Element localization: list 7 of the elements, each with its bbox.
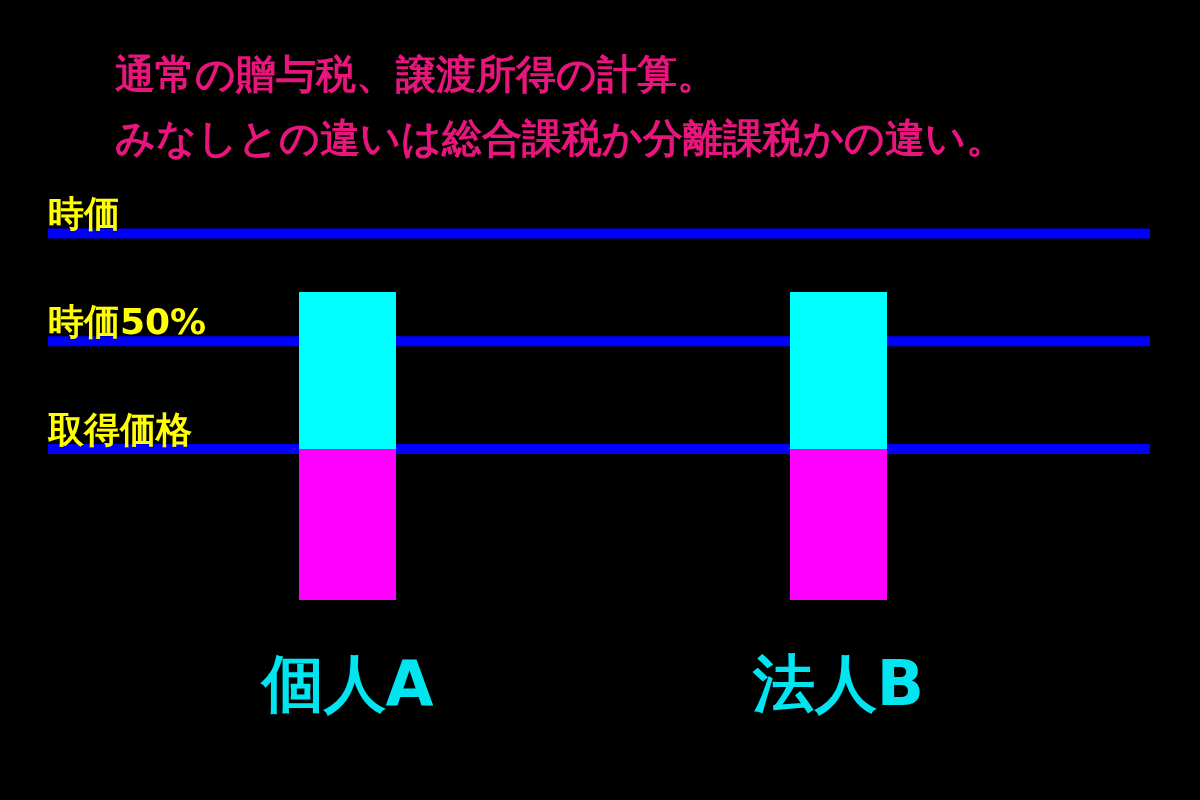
ref-line-label: 時価50% xyxy=(48,301,207,343)
x-tick-label: 個人A xyxy=(259,647,434,720)
ref-line-label: 時価 xyxy=(48,193,120,235)
chart-subtitle: みなしとの違いは総合課税か分離課税かの違い。 xyxy=(115,115,1006,161)
ref-line-label: 取得価格 xyxy=(47,409,192,451)
x-tick-label: 法人B xyxy=(751,647,925,720)
chart-title: 通常の贈与税、譲渡所得の計算。 xyxy=(115,51,717,97)
